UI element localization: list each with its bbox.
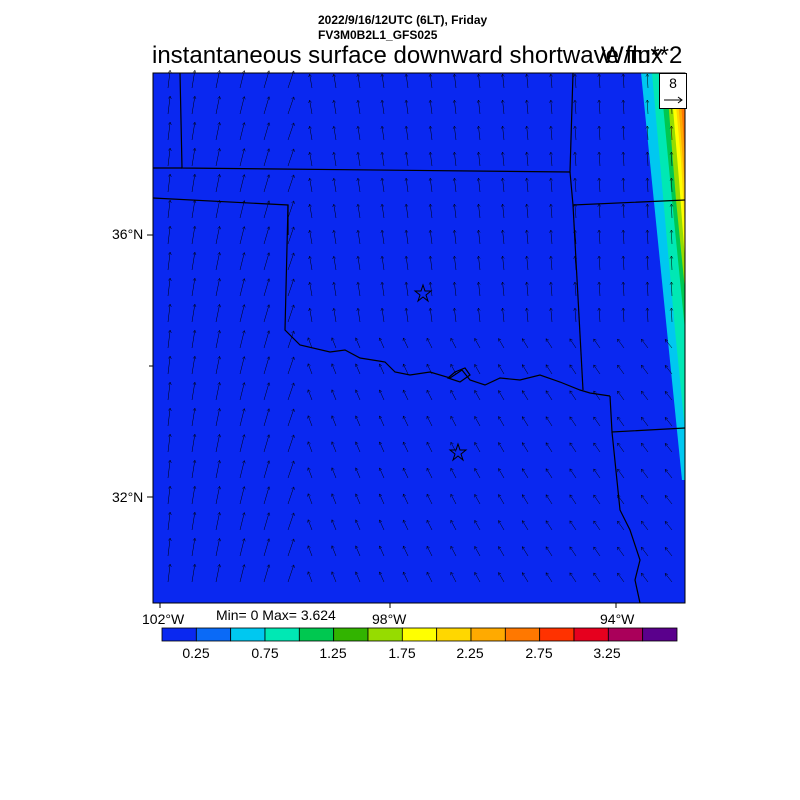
colorbar-label: 2.25 [456, 645, 484, 661]
colorbar-swatch [504, 627, 541, 642]
datetime-title: 2022/9/16/12UTC (6LT), Friday [318, 13, 488, 27]
city-marker-icon [413, 283, 433, 303]
lon-label-98w: 98°W [372, 611, 407, 627]
colorbar-label: 0.75 [251, 645, 279, 661]
colorbar-swatch [333, 627, 369, 642]
lon-label-102w: 102°W [142, 611, 185, 627]
colorbar-swatch [607, 627, 644, 642]
min-max-label: Min= 0 Max= 3.624 [216, 607, 336, 623]
vector-reference-value: 8 [669, 75, 677, 91]
map-ticks [147, 234, 617, 608]
map-frame [152, 72, 686, 604]
colorbar-swatch [470, 627, 506, 642]
colorbar-swatch [367, 627, 403, 642]
colorbar-swatch [161, 627, 197, 642]
colorbar-swatch [264, 627, 300, 642]
reference-arrow-icon [664, 96, 683, 104]
model-title: FV3M0B2L1_GFS025 [318, 28, 438, 42]
colorbar-swatch [642, 627, 678, 642]
colorbar-label: 3.25 [593, 645, 621, 661]
city-marker-icon [448, 442, 468, 462]
colorbar-label: 1.75 [388, 645, 416, 661]
colorbar-label: 2.75 [525, 645, 553, 661]
map-field-background [153, 73, 685, 603]
colorbar-label: 1.25 [319, 645, 347, 661]
lon-label-94w: 94°W [600, 611, 635, 627]
state-boundaries [152, 72, 686, 604]
colorbar-swatch [539, 627, 575, 642]
field-title: instantaneous surface downward shortwave… [152, 42, 663, 69]
colorbar-swatch [298, 627, 335, 642]
colorbar-label: 0.25 [182, 645, 210, 661]
colorbar-swatch [230, 627, 266, 642]
colorbar [161, 627, 678, 642]
colorbar-swatch [573, 627, 609, 642]
vector-reference-box: 8 [659, 73, 687, 109]
lat-label-36n: 36°N [112, 226, 144, 242]
colorbar-swatch [401, 627, 438, 642]
colorbar-swatch [436, 627, 472, 642]
colorbar-swatch [195, 627, 232, 642]
units-label: W/m**2 [601, 42, 683, 69]
lat-label-32n: 32°N [112, 489, 144, 505]
